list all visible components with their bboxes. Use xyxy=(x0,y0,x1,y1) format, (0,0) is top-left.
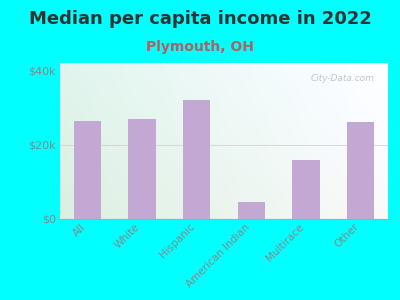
Bar xyxy=(238,202,265,219)
Bar xyxy=(74,121,101,219)
Text: Plymouth, OH: Plymouth, OH xyxy=(146,40,254,55)
Bar xyxy=(292,160,320,219)
Text: Median per capita income in 2022: Median per capita income in 2022 xyxy=(28,11,372,28)
Bar xyxy=(128,119,156,219)
Bar xyxy=(183,100,210,219)
Bar xyxy=(347,122,374,219)
Text: City-Data.com: City-Data.com xyxy=(311,74,375,83)
